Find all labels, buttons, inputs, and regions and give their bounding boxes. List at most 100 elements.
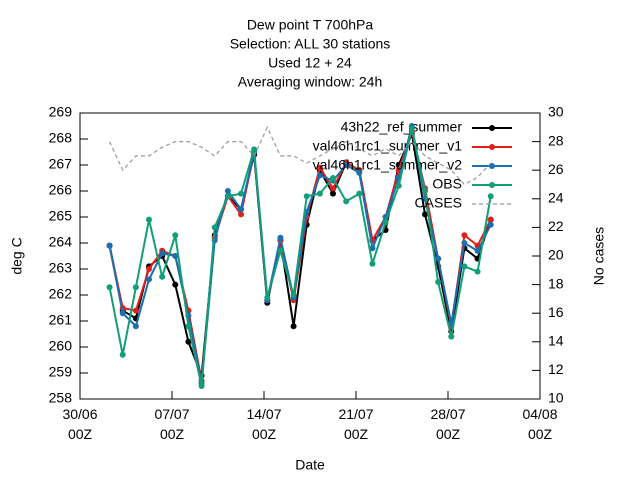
point [264, 294, 271, 301]
point [277, 234, 284, 241]
point [159, 250, 166, 257]
y-tick-label: 260 [49, 338, 73, 354]
y-tick-label: 267 [49, 156, 73, 172]
point [238, 190, 244, 197]
title-line: Selection: ALL 30 stations [230, 36, 391, 52]
point [238, 206, 244, 213]
title-line: Dew point T 700hPa [247, 17, 374, 33]
y-tick-label: 259 [49, 364, 73, 380]
legend-label: CASES [415, 195, 462, 211]
legend-label: val46h1rc1_summer_v2 [313, 157, 463, 173]
x-tick-label: 21/07 00Z [338, 406, 373, 442]
y2-tick-label: 22 [548, 218, 564, 234]
point [185, 323, 192, 330]
title-line: Averaging window: 24h [238, 74, 383, 90]
point [356, 169, 363, 176]
x-tick-label: 07/07 00Z [154, 406, 189, 442]
x-tick-label: 28/07 00Z [430, 406, 465, 442]
point [185, 338, 192, 345]
y2-tick-label: 18 [548, 275, 564, 291]
y-tick-label: 258 [49, 390, 73, 406]
point [119, 310, 126, 317]
point [343, 162, 350, 168]
point [408, 125, 415, 132]
y2-tick-label: 10 [548, 390, 564, 406]
point [146, 266, 152, 272]
point [487, 216, 494, 223]
point [132, 323, 139, 330]
point [159, 273, 166, 280]
point [395, 182, 402, 189]
y-tick-label: 264 [49, 234, 73, 250]
point [224, 193, 231, 200]
x-tick-label: 04/08 00Z [522, 406, 557, 442]
legend-marker [489, 163, 495, 169]
point [330, 190, 336, 197]
point [422, 211, 428, 218]
cases-line [109, 125, 492, 186]
point [369, 245, 376, 252]
legend-marker [489, 182, 495, 188]
x-tick-label: 30/06 00Z [62, 406, 97, 442]
point [474, 247, 481, 254]
point [290, 323, 297, 330]
y2-tick-label: 30 [548, 104, 564, 120]
y2-tick-label: 28 [548, 132, 564, 148]
point [461, 232, 468, 239]
point [290, 292, 297, 298]
y2-axis-label: No cases [591, 227, 607, 285]
legend-marker [489, 125, 495, 131]
point [330, 175, 336, 181]
point [448, 333, 455, 340]
point [369, 260, 376, 267]
point [238, 211, 244, 218]
legend-label: val46h1rc1_summer_v1 [313, 138, 463, 154]
point [172, 253, 179, 259]
legend-label: OBS [432, 176, 462, 192]
point [356, 190, 363, 197]
point [211, 224, 218, 231]
series-line [108, 128, 492, 387]
y-axis-label: deg C [9, 237, 25, 274]
y2-tick-label: 20 [548, 247, 564, 263]
y-tick-label: 266 [49, 182, 73, 198]
point [316, 190, 323, 197]
point [382, 219, 389, 226]
point [119, 351, 126, 358]
point [172, 232, 179, 239]
y2-tick-label: 24 [548, 190, 564, 206]
point [106, 284, 113, 291]
point [198, 383, 205, 389]
point [474, 268, 481, 275]
point [330, 185, 336, 192]
point [435, 255, 442, 262]
point [132, 284, 139, 291]
title-line: Used 12 + 24 [268, 55, 352, 71]
point [277, 247, 284, 254]
point [316, 172, 323, 179]
point [303, 193, 310, 200]
point [316, 164, 323, 171]
point [172, 281, 179, 288]
point [106, 242, 113, 249]
y-tick-label: 261 [49, 312, 73, 328]
x-axis-label: Date [295, 457, 325, 473]
title: Dew point T 700hPa Selection: ALL 30 stat… [230, 17, 391, 90]
point [224, 188, 231, 194]
legend-label: 43h22_ref_summer [341, 119, 463, 135]
y2-tick-label: 14 [548, 333, 564, 349]
point [461, 263, 468, 270]
y-tick-label: 262 [49, 286, 73, 302]
y2-tick-label: 12 [548, 361, 564, 377]
point [487, 221, 494, 228]
y2-tick-label: 26 [548, 161, 564, 177]
point [435, 279, 442, 285]
point [251, 146, 258, 153]
point [146, 216, 152, 223]
point [422, 188, 428, 194]
point [146, 276, 152, 283]
y-tick-label: 263 [49, 260, 73, 276]
point [343, 198, 350, 205]
point [487, 193, 494, 200]
